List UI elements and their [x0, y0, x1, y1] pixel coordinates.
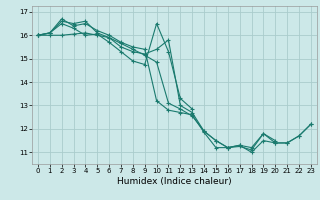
X-axis label: Humidex (Indice chaleur): Humidex (Indice chaleur): [117, 177, 232, 186]
